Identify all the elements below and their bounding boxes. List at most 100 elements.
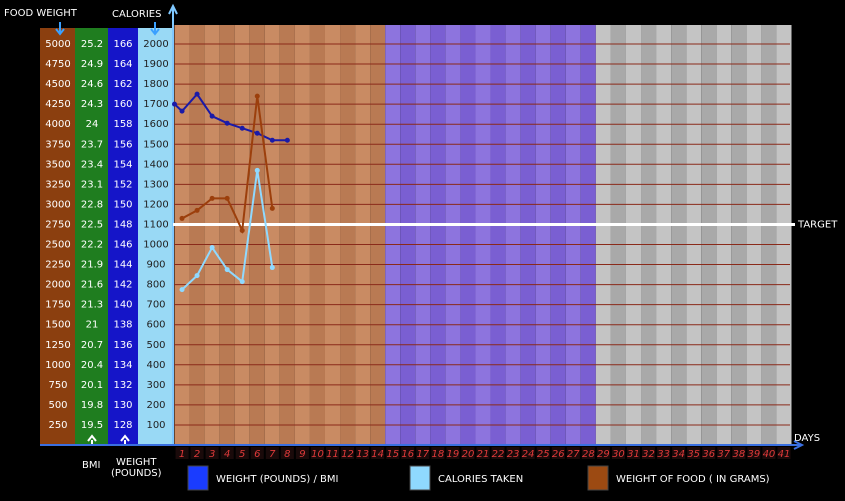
x-tick-label: 1 [179, 449, 185, 460]
day-stripe [565, 25, 581, 445]
food-weight-tick-label: 3750 [45, 139, 70, 150]
x-tick-label: 41 [778, 449, 791, 460]
y-tick-label: 900 [146, 260, 165, 271]
day-stripe [595, 25, 611, 445]
y-tick-label: 800 [146, 280, 165, 291]
day-stripe [249, 25, 265, 445]
day-label-box [521, 447, 535, 459]
day-stripe [309, 25, 325, 445]
day-label-box [280, 447, 294, 459]
calories-column [138, 28, 173, 445]
day-stripe [174, 25, 190, 445]
legend-swatch [587, 465, 609, 491]
x-tick-label: 30 [612, 449, 625, 460]
food-weight-tick-label: 3250 [45, 179, 70, 190]
x-tick-label: 38 [732, 449, 745, 460]
day-stripe [776, 25, 792, 445]
day-stripe [219, 25, 235, 445]
bmi-tick-label: 23.4 [81, 159, 103, 170]
day-label-box [461, 447, 475, 459]
day-stripe [460, 25, 476, 445]
bmi-tick-label: 20.4 [81, 360, 103, 371]
day-label-box [747, 447, 761, 459]
data-point [239, 279, 245, 285]
bmi-header: BMI [82, 460, 100, 471]
weight-tick-label: 136 [113, 340, 132, 351]
day-stripe [490, 25, 506, 445]
data-point [194, 273, 200, 279]
weight-tick-label: 146 [113, 240, 132, 251]
data-point [209, 245, 215, 251]
weight-tick-label: 132 [113, 380, 132, 391]
calories-header: CALORIES [112, 9, 161, 20]
day-stripe [340, 25, 356, 445]
day-label-box [506, 447, 520, 459]
data-point [269, 205, 275, 211]
weight-header: WEIGHT (POUNDS) [111, 457, 162, 479]
x-tick-label: 31 [627, 449, 640, 460]
food-weight-tick-label: 1500 [45, 320, 70, 331]
legend-swatch [187, 465, 209, 491]
day-stripe [445, 25, 461, 445]
arrow [150, 22, 160, 36]
y-tick-label: 1700 [143, 99, 168, 110]
y-tick-label: 400 [146, 360, 165, 371]
y-tick-label: 100 [146, 420, 165, 431]
x-tick-label: 4 [224, 449, 230, 460]
weight-tick-label: 128 [113, 420, 132, 431]
x-tick-label: 20 [462, 449, 475, 460]
day-label-box [401, 447, 415, 459]
x-tick-label: 25 [537, 449, 550, 460]
x-tick-label: 5 [239, 449, 245, 460]
day-stripe [580, 25, 596, 445]
x-tick-label: 33 [657, 449, 670, 460]
bmi-tick-label: 21 [86, 320, 99, 331]
days-header: DAYS [794, 433, 820, 444]
bmi-tick-label: 24.6 [81, 79, 103, 90]
weight-tick-label: 140 [113, 300, 132, 311]
y-tick-label: 500 [146, 340, 165, 351]
legend: WEIGHT (POUNDS) / BMI CALORIES TAKEN WEIGH… [187, 465, 770, 491]
x-tick-label: 36 [702, 449, 715, 460]
x-tick-label: 18 [431, 449, 444, 460]
data-point [224, 120, 230, 126]
x-tick-label: 8 [284, 449, 290, 460]
day-label-box [777, 447, 791, 459]
day-label-box [476, 447, 490, 459]
food-weight-tick-label: 1250 [45, 340, 70, 351]
y-tick-label: 1800 [143, 79, 168, 90]
day-label-box [732, 447, 746, 459]
weight-tick-label: 148 [113, 219, 132, 230]
day-label-box [295, 447, 309, 459]
data-point [179, 287, 185, 293]
food-weight-tick-label: 3000 [45, 199, 70, 210]
day-label-box [310, 447, 324, 459]
data-point [254, 93, 260, 99]
data-point [254, 130, 260, 136]
food-weight-tick-label: 4500 [45, 79, 70, 90]
bmi-tick-label: 24.9 [81, 59, 103, 70]
day-stripe [370, 25, 386, 445]
food-weight-column [40, 28, 75, 445]
day-label-box [205, 447, 219, 459]
x-axis [40, 440, 805, 450]
day-label-box [250, 447, 264, 459]
day-stripe [520, 25, 536, 445]
food-weight-tick-label: 1750 [45, 300, 70, 311]
food-weight-tick-label: 4000 [45, 119, 70, 130]
day-stripe [294, 25, 310, 445]
food-weight-tick-label: 3500 [45, 159, 70, 170]
day-label-box [687, 447, 701, 459]
day-stripe [671, 25, 687, 445]
bmi-tick-label: 19.5 [81, 420, 103, 431]
day-label-box [611, 447, 625, 459]
day-label-box [672, 447, 686, 459]
x-tick-label: 32 [642, 449, 655, 460]
food-weight-tick-label: 250 [48, 420, 67, 431]
y-tick-label: 200 [146, 400, 165, 411]
food-weight-tick-label: 2750 [45, 219, 70, 230]
day-stripe [355, 25, 371, 445]
bmi-tick-label: 21.6 [81, 280, 103, 291]
weight-tick-label: 150 [113, 199, 132, 210]
